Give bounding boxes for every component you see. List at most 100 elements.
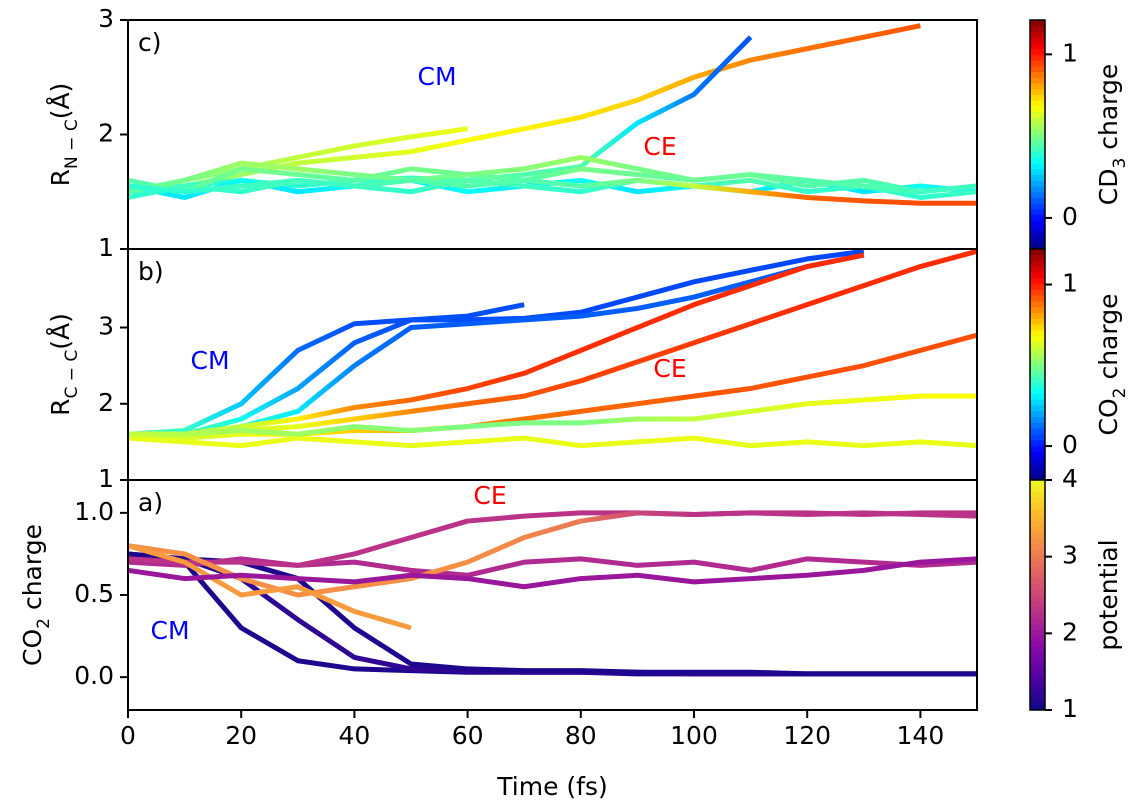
x-tick-label: 80 [565,721,597,750]
colorbar-cell [1030,249,1045,256]
colorbar-cell [1030,168,1045,176]
colorbar-cell [1030,226,1045,233]
colorbar-cell [1030,566,1045,573]
colorbar-cell [1030,612,1045,619]
colorbar-cell [1030,508,1045,515]
colorbar-cell [1030,352,1045,360]
y-tick-label: 1 [98,464,114,493]
colorbar-cell [1030,572,1045,579]
colorbar-tick-label: 4 [1062,464,1078,493]
colorbar-cell [1030,514,1045,521]
colorbar-cell [1030,543,1045,550]
colorbar-cell [1030,151,1045,158]
colorbar-cell [1030,428,1045,435]
colorbar-cell [1030,306,1045,314]
colorbar-cell [1030,583,1045,590]
trajectory [128,556,977,590]
colorbar-cell [1030,272,1045,279]
colorbar-cell [1030,422,1045,429]
y-tick-label: 1 [98,233,114,262]
colorbar-cell [1030,180,1045,187]
y-axis-label: RN − C(Å) [46,83,82,187]
colorbar-cell [1030,433,1045,441]
colorbar-cell [1030,358,1045,365]
trajectory [128,249,865,437]
colorbar-cell [1030,37,1045,44]
colorbar-cell [1030,283,1045,290]
colorbar-cell [1030,277,1045,285]
trajectory [128,543,412,631]
annotation: CM [190,346,229,375]
colorbar-cell [1030,254,1045,262]
colorbar-tick-label: 1 [1062,694,1078,723]
y-axis-label: CO2 charge [18,524,54,666]
y-tick-label: 2 [98,388,114,417]
colorbar-cell [1030,549,1045,556]
colorbar-cell [1030,376,1045,383]
colorbar-cell [1030,347,1045,354]
colorbar-cell [1030,335,1045,342]
colorbar-cell [1030,381,1045,389]
annotation: CE [643,132,676,161]
colorbar-cell [1030,618,1045,625]
panel-label: c) [138,28,162,57]
y-tick-label: 3 [98,312,114,341]
x-tick-label: 20 [225,721,257,750]
colorbar-cell [1030,560,1045,567]
trajectory [128,510,977,568]
colorbar-cell [1030,300,1045,308]
annotation: CM [417,62,456,91]
colorbar-cell [1030,704,1045,711]
colorbar-cell [1030,77,1045,84]
colorbar-cell [1030,65,1045,73]
colorbar-cell [1030,658,1045,665]
colorbar-cell [1030,123,1045,130]
colorbar-cell [1030,191,1045,198]
colorbar-cell [1030,237,1045,244]
colorbar-cell [1030,531,1045,538]
colorbar-cell [1030,324,1045,331]
colorbar-tick-label: 2 [1062,617,1078,646]
y-tick-label: 2 [98,119,114,148]
colorbar-cell [1030,652,1045,659]
y-axis-label: RC − C(Å) [46,313,82,416]
trajectory [128,551,977,677]
colorbar-cell [1030,134,1045,141]
colorbar-cell [1030,445,1045,452]
colorbar-cell [1030,606,1045,613]
colorbar-cell [1030,439,1045,446]
colorbar-cell [1030,220,1045,227]
x-tick-label: 40 [338,721,370,750]
colorbar-cell [1030,312,1045,319]
colorbar-cell [1030,410,1045,417]
y-tick-label: 0.0 [74,661,114,690]
colorbar-tick-label: 1 [1062,269,1078,298]
colorbar-cell [1030,692,1045,699]
colorbar-cell [1030,497,1045,504]
colorbar-cell [1030,117,1045,124]
colorbar-cell [1030,399,1045,406]
colorbar-cell [1030,231,1045,239]
colorbar-cell [1030,456,1045,464]
colorbar-cell [1030,295,1045,302]
colorbar-cell [1030,537,1045,544]
colorbar-tick-label: 3 [1062,541,1078,570]
colorbar-frame [1029,479,1046,711]
colorbar-cell [1030,174,1045,181]
colorbar-cell [1030,451,1045,458]
x-tick-label: 120 [783,721,831,750]
colorbar-tick-label: 0 [1062,430,1078,459]
annotation: CE [473,481,506,510]
colorbar-cell [1030,25,1045,32]
colorbar-cell [1030,646,1045,653]
colorbar-cell [1030,88,1045,95]
y-tick-label: 0.5 [74,579,114,608]
colorbar-cell [1030,31,1045,38]
colorbar-cell [1030,635,1045,642]
panel-label: b) [138,257,164,286]
colorbar-cell [1030,462,1045,469]
colorbar-cell [1030,526,1045,533]
colorbar-cell [1030,416,1045,423]
colorbar-cell [1030,318,1045,325]
x-tick-label: 0 [120,721,136,750]
